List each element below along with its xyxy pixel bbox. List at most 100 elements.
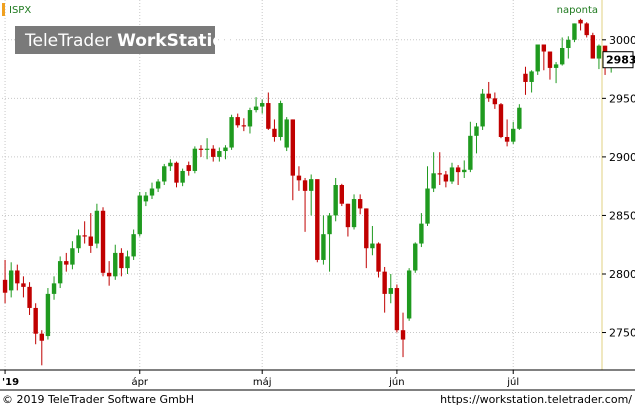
y-tick-label: 2800 [609, 268, 635, 281]
candle-body [566, 39, 571, 49]
candle-body [180, 170, 185, 183]
candle-body [45, 293, 51, 337]
candle-body [406, 270, 412, 319]
candle-body [449, 167, 455, 182]
candle-body [100, 210, 106, 273]
candle-body [364, 208, 369, 249]
watermark-product: WorkStation [117, 31, 236, 51]
candle-body [541, 44, 547, 52]
candle-body [217, 151, 222, 157]
candle-body [560, 48, 565, 65]
candle-body [204, 148, 210, 150]
candle-body [590, 35, 596, 59]
candle-body [272, 128, 277, 137]
candle-body [553, 64, 559, 68]
candle-body [474, 126, 479, 136]
candle-body [315, 179, 320, 260]
y-tick-label: 2950 [609, 92, 635, 105]
candle-body [296, 175, 302, 181]
candle-body [39, 333, 44, 341]
candle-body [388, 288, 393, 294]
candle-body [76, 235, 81, 249]
candle-body [229, 117, 234, 148]
y-tick-label: 2850 [609, 209, 635, 222]
candle-body [492, 98, 498, 105]
candle-body [88, 236, 93, 246]
candle-body [174, 162, 179, 183]
candle-body [15, 270, 20, 284]
x-tick-label: ápr [131, 376, 148, 388]
watermark-brand: TeleTrader [24, 31, 112, 51]
candle-body [64, 261, 69, 265]
x-tick-label: '19 [2, 377, 19, 388]
candle-body [345, 203, 351, 228]
candle-body [394, 288, 400, 331]
candle-body [21, 283, 26, 287]
candle-body [413, 243, 418, 271]
candle-body [578, 19, 583, 24]
candle-body [168, 162, 173, 167]
candle-body [266, 103, 271, 129]
candle-body [70, 248, 75, 265]
candle-body [253, 106, 259, 111]
watermark: TeleTrader WorkStation [24, 31, 236, 51]
source-url: https://workstation.teletrader.com/ [440, 393, 632, 406]
candle-body [51, 283, 57, 294]
candle-body [400, 330, 406, 340]
candle-body [247, 110, 253, 127]
candle-body [113, 252, 118, 277]
candle-body [572, 23, 577, 40]
x-tick-label: júl [506, 376, 519, 388]
candle-body [211, 148, 216, 157]
candle-body [498, 104, 504, 137]
candle-body [596, 45, 602, 59]
x-axis: '19 ápr máj jún júl [2, 370, 519, 388]
candle-body [468, 135, 473, 170]
candle-body [137, 195, 142, 235]
candle-body [33, 307, 38, 334]
candle-body [143, 195, 149, 202]
candle-body [443, 174, 449, 182]
candle-body [186, 165, 191, 171]
x-tick-label: jún [388, 376, 404, 388]
candle-body [94, 210, 100, 244]
candle-body [480, 93, 485, 127]
candle-body [504, 136, 510, 142]
candle-body [425, 188, 430, 224]
symbol-marker [2, 3, 5, 16]
watermark-box [15, 26, 215, 54]
candle-body [517, 107, 522, 129]
candle-body [131, 234, 136, 257]
candle-body [333, 185, 338, 216]
candle-body [2, 279, 8, 293]
candle-body [339, 185, 344, 204]
candle-body [8, 270, 14, 291]
candle-body [125, 256, 130, 269]
candle-body [198, 148, 204, 150]
candle-body [192, 148, 198, 171]
candle-body [523, 73, 528, 82]
y-axis: 2750 2800 2850 2900 2950 3000 2983 [602, 34, 635, 340]
candle-body [547, 51, 553, 68]
candle-body [376, 243, 381, 272]
period: naponta [557, 5, 598, 16]
candle-body [455, 167, 461, 173]
last-price-label: 2983 [606, 54, 635, 67]
candle-body [370, 243, 375, 249]
candle-body [106, 272, 112, 277]
candle-body [382, 271, 387, 294]
candle-body [486, 93, 491, 99]
candle-body [535, 44, 540, 72]
candle-body [223, 147, 228, 152]
candle-body [119, 252, 124, 269]
candle-body [584, 23, 589, 36]
candle-body [82, 235, 87, 237]
candle-body [357, 199, 363, 209]
candle-body [351, 199, 357, 228]
candle-body [27, 286, 32, 308]
y-tick-label: 3000 [609, 34, 635, 47]
candle-body [57, 261, 63, 284]
candle-body [302, 180, 308, 191]
copyright: © 2019 TeleTrader Software GmbH [2, 393, 194, 406]
